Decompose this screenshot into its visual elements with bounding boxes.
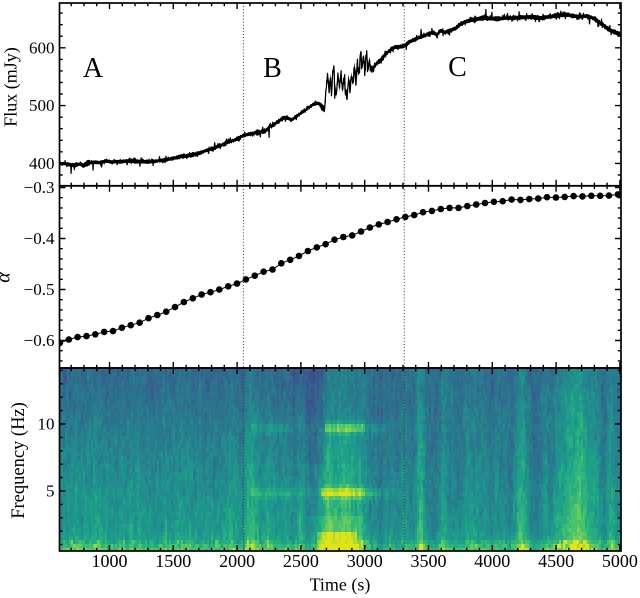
svg-text:A: A [83, 53, 104, 84]
svg-text:2500: 2500 [283, 551, 319, 571]
svg-text:Flux (mJy): Flux (mJy) [1, 47, 22, 127]
svg-text:B: B [263, 53, 282, 84]
svg-text:α: α [0, 272, 15, 283]
svg-text:1500: 1500 [155, 551, 191, 571]
svg-text:4500: 4500 [538, 551, 574, 571]
svg-text:C: C [448, 52, 467, 83]
svg-text:5000: 5000 [602, 551, 638, 571]
svg-text:500: 500 [29, 96, 55, 115]
svg-text:−0.6: −0.6 [24, 331, 55, 350]
svg-text:−0.3: −0.3 [24, 178, 55, 197]
svg-text:1000: 1000 [92, 551, 128, 571]
svg-text:5: 5 [46, 482, 55, 501]
svg-text:−0.4: −0.4 [24, 229, 55, 248]
svg-text:400: 400 [29, 154, 55, 173]
svg-text:3500: 3500 [411, 551, 447, 571]
svg-text:Frequency (Hz): Frequency (Hz) [9, 402, 29, 519]
svg-text:−0.5: −0.5 [24, 280, 55, 299]
svg-text:2000: 2000 [219, 551, 255, 571]
svg-text:Time (s): Time (s) [310, 575, 371, 596]
svg-text:10: 10 [38, 415, 55, 434]
svg-text:4000: 4000 [474, 551, 510, 571]
svg-text:600: 600 [29, 38, 55, 57]
svg-text:3000: 3000 [347, 551, 383, 571]
